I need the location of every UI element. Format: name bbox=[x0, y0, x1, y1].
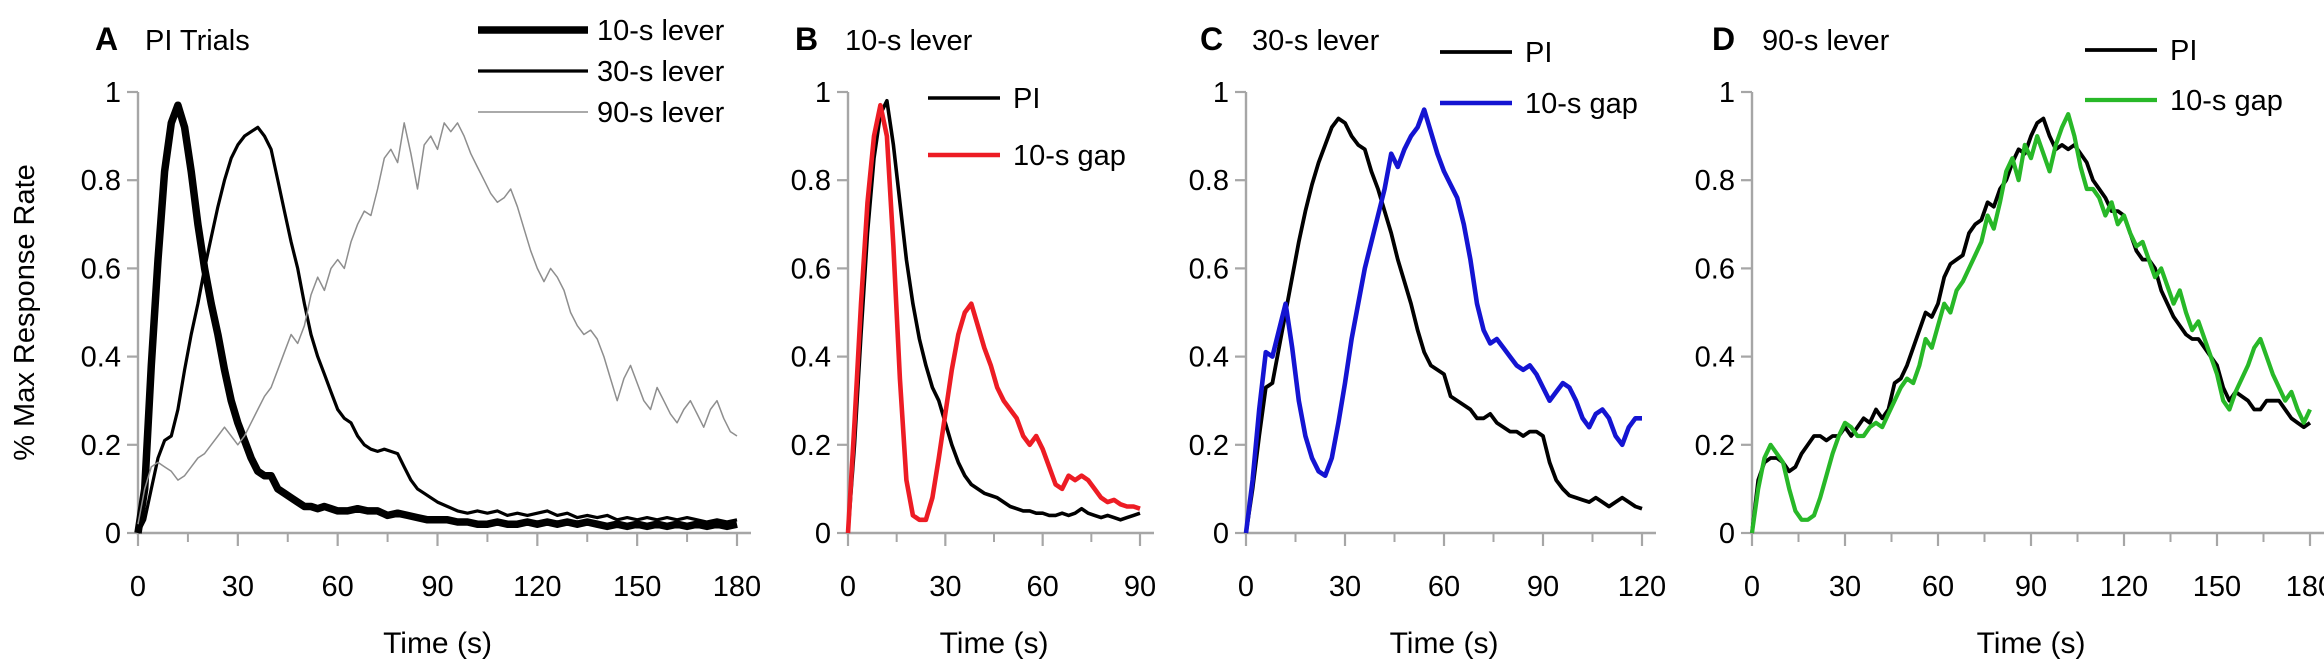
y-tick-label: 0 bbox=[1719, 518, 1735, 550]
y-tick-label: 0.4 bbox=[1189, 342, 1229, 374]
panel-title: PI Trials bbox=[145, 25, 250, 57]
x-tick-label: 0 bbox=[1744, 571, 1760, 603]
series-line-10-s-gap bbox=[845, 102, 1141, 534]
x-tick-label: 30 bbox=[929, 571, 961, 603]
y-tick-label: 0.2 bbox=[791, 430, 831, 462]
y-tick-label: 0.8 bbox=[1189, 165, 1229, 197]
x-tick-label: 60 bbox=[1428, 571, 1460, 603]
y-tick-label: 1 bbox=[1213, 77, 1229, 109]
panel-letter: B bbox=[795, 21, 818, 57]
legend-label: 10-s gap bbox=[1525, 88, 1638, 120]
series-line-90-s-lever bbox=[137, 122, 738, 525]
y-tick-label: 0.8 bbox=[791, 165, 831, 197]
series-line-10-s-lever bbox=[134, 101, 738, 534]
x-tick-label: 0 bbox=[840, 571, 856, 603]
y-tick-label: 1 bbox=[815, 77, 831, 109]
x-tick-label: 90 bbox=[1527, 571, 1559, 603]
panel-C: 0 0.2 0.4 0.6 0.8 1 0 30 60 90 120 Time (s) C 30-s le… bbox=[1189, 21, 1667, 660]
x-tick-label: 90 bbox=[2015, 571, 2047, 603]
x-tick-label: 180 bbox=[713, 571, 761, 603]
series-line-30-s-lever bbox=[136, 125, 738, 534]
x-tick-label: 60 bbox=[1922, 571, 1954, 603]
panel-D: 0 0.2 0.4 0.6 0.8 1 0 30 60 90 120 150 180 Time (s) D9… bbox=[1695, 21, 2324, 660]
legend-label: PI bbox=[1013, 83, 1040, 115]
y-tick-label: 0.2 bbox=[81, 430, 121, 462]
y-axis-title: % Max Response Rate bbox=[9, 164, 41, 461]
series-line-pi bbox=[1750, 116, 2312, 534]
panel-A: 0 0.2 0.4 0.6 0.8 1 0 30 60 90 120 150 180 Time (s) % … bbox=[9, 15, 761, 660]
x-tick-label: 30 bbox=[1329, 571, 1361, 603]
x-tick-label: 120 bbox=[2100, 571, 2148, 603]
y-tick-label: 0.4 bbox=[1695, 342, 1735, 374]
y-tick-label: 0.8 bbox=[1695, 165, 1735, 197]
panel-letter: D bbox=[1712, 21, 1735, 57]
x-tick-label: 30 bbox=[1829, 571, 1861, 603]
legend-label: 90-s lever bbox=[597, 97, 725, 129]
y-tick-label: 0 bbox=[815, 518, 831, 550]
x-tick-label: 0 bbox=[1238, 571, 1254, 603]
y-tick-label: 0.6 bbox=[81, 253, 121, 285]
x-tick-label: 60 bbox=[322, 571, 354, 603]
y-tick-label: 0.4 bbox=[791, 342, 831, 374]
x-axis-title: Time (s) bbox=[940, 627, 1049, 660]
y-tick-label: 0 bbox=[105, 518, 121, 550]
y-tick-label: 0.2 bbox=[1695, 430, 1735, 462]
y-tick-label: 0 bbox=[1213, 518, 1229, 550]
series-line-pi bbox=[846, 99, 1141, 534]
y-tick-label: 0.4 bbox=[81, 342, 121, 374]
x-tick-label: 150 bbox=[613, 571, 661, 603]
panel-letter: C bbox=[1200, 21, 1223, 57]
series-line-10-s-gap bbox=[1749, 111, 2312, 534]
x-tick-label: 120 bbox=[513, 571, 561, 603]
x-tick-label: 0 bbox=[130, 571, 146, 603]
legend-label: 10-s gap bbox=[2170, 85, 2283, 117]
series-line-pi bbox=[1244, 116, 1643, 534]
legend-label: 10-s gap bbox=[1013, 140, 1126, 172]
x-tick-label: 120 bbox=[1618, 571, 1666, 603]
panel-letter: A bbox=[95, 21, 118, 57]
x-tick-label: 90 bbox=[421, 571, 453, 603]
x-axis-title: Time (s) bbox=[383, 627, 492, 660]
y-tick-label: 1 bbox=[1719, 77, 1735, 109]
y-tick-label: 0.2 bbox=[1189, 430, 1229, 462]
legend-label: PI bbox=[1525, 37, 1552, 69]
x-tick-label: 150 bbox=[2193, 571, 2241, 603]
y-tick-label: 0.6 bbox=[1695, 253, 1735, 285]
series-line-10-s-gap bbox=[1243, 107, 1642, 534]
y-tick-label: 0.6 bbox=[791, 253, 831, 285]
panel-title: 30-s lever bbox=[1252, 25, 1380, 57]
y-tick-label: 1 bbox=[105, 77, 121, 109]
x-tick-label: 60 bbox=[1027, 571, 1059, 603]
y-tick-label: 0.8 bbox=[81, 165, 121, 197]
panel-title: 90-s lever bbox=[1762, 25, 1890, 57]
legend-label: PI bbox=[2170, 35, 2197, 67]
x-axis-title: Time (s) bbox=[1977, 627, 2086, 660]
x-tick-label: 30 bbox=[222, 571, 254, 603]
panel-title: 10-s lever bbox=[845, 25, 973, 57]
panel-B: 0 0.2 0.4 0.6 0.8 1 0 30 60 90 Time (s) B 10-s lever… bbox=[791, 21, 1156, 660]
x-tick-label: 90 bbox=[1124, 571, 1156, 603]
x-tick-label: 180 bbox=[2286, 571, 2324, 603]
legend-label: 30-s lever bbox=[597, 56, 725, 88]
x-axis-title: Time (s) bbox=[1390, 627, 1499, 660]
y-tick-label: 0.6 bbox=[1189, 253, 1229, 285]
legend-label: 10-s lever bbox=[597, 15, 725, 47]
